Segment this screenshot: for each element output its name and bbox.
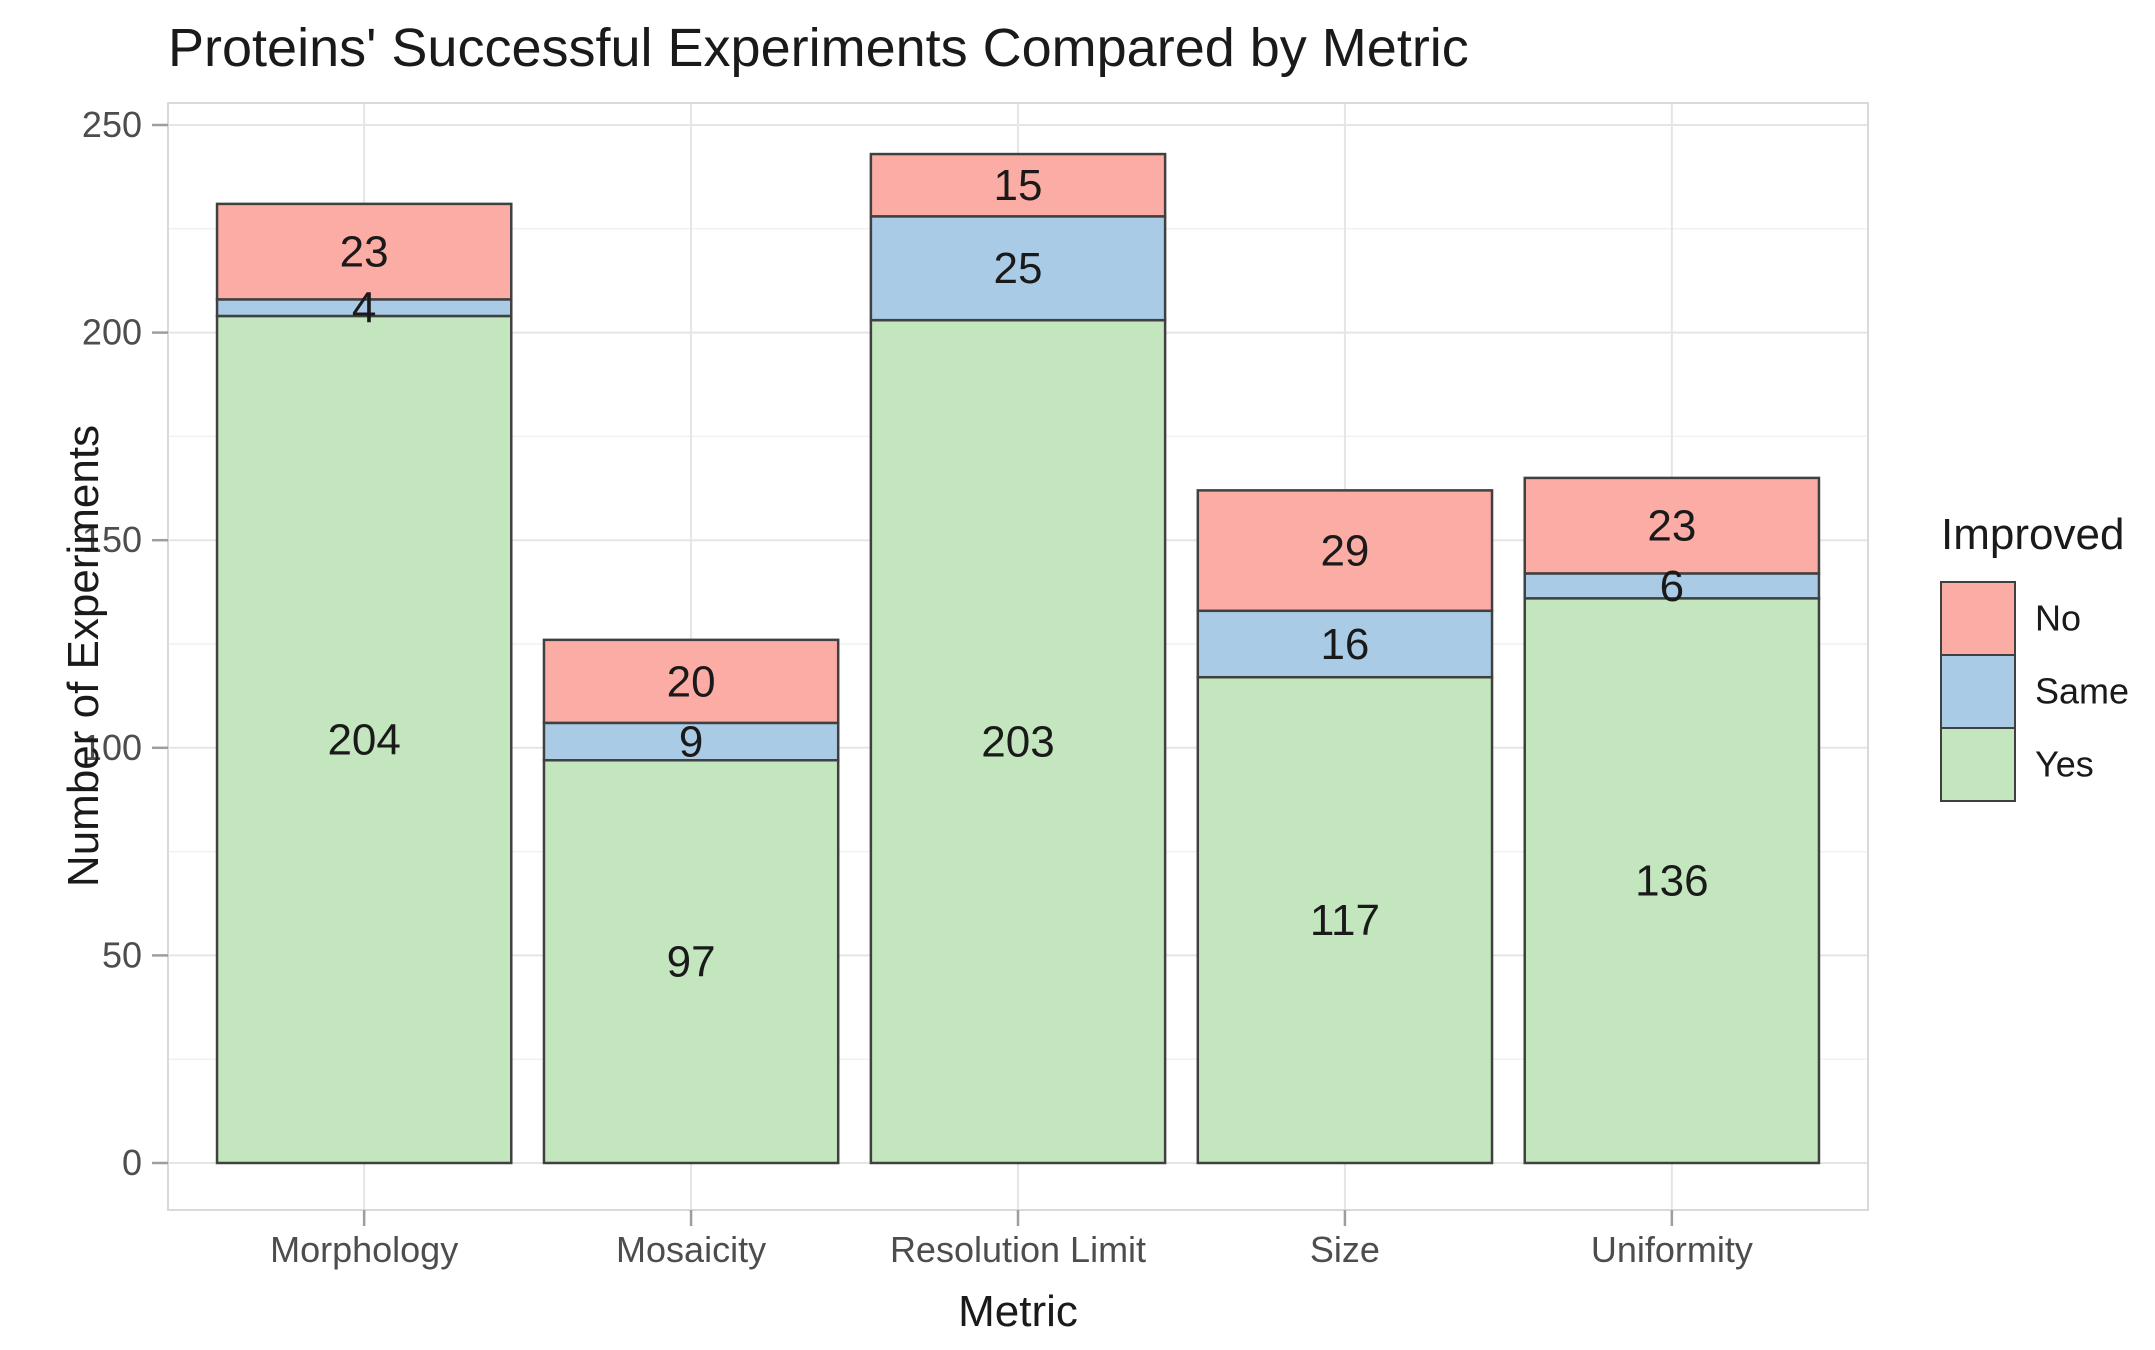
axis-ticks: 0 50 100 150 200 250 Morphology Mosaicity Resolu…: [82, 104, 1753, 1270]
bar-segment-same: [542, 721, 840, 762]
y-tick-label: 100: [82, 727, 142, 768]
bar-value-label: 23: [1647, 502, 1696, 551]
bar-value-label: 16: [1320, 620, 1369, 669]
bar-value-label: 9: [679, 718, 703, 767]
bar-value-label: 204: [327, 715, 400, 764]
legend-key-yes: [1940, 727, 2016, 802]
bar-value-label: 15: [994, 161, 1043, 210]
bar-segment-yes: [215, 314, 513, 1165]
bars: 204 4 23 97 9 20 203 25 15 117 16 29 136 6 23: [215, 152, 1821, 1165]
bar-value-label: 117: [1310, 896, 1380, 945]
y-tick-label: 200: [82, 312, 142, 353]
legend-label: Same: [2035, 671, 2129, 712]
bar-segment-yes: [1196, 675, 1494, 1165]
x-tick-label: Resolution Limit: [890, 1229, 1146, 1270]
x-tick-label: Morphology: [270, 1229, 458, 1270]
bar-value-label: 29: [1320, 527, 1369, 576]
bar-value-label: 25: [994, 244, 1043, 293]
legend-label: Yes: [2035, 744, 2094, 785]
bar-segment-yes: [1523, 597, 1821, 1165]
y-axis-title: Number of Experiments: [59, 425, 108, 887]
bar-segment-no: [215, 202, 513, 301]
x-axis-title: Metric: [958, 1287, 1078, 1336]
chart-title: Proteins' Successful Experiments Compare…: [168, 18, 1469, 78]
bar-value-label: 203: [981, 718, 1054, 767]
legend-key-no: [1940, 581, 2016, 656]
x-tick-label: Mosaicity: [616, 1229, 766, 1270]
legend: Improved No Same Yes: [1940, 510, 2129, 802]
bar-segment-same: [869, 215, 1167, 322]
bar-segment-no: [1523, 476, 1821, 575]
bar-segment-yes: [542, 759, 840, 1165]
x-tick-label: Uniformity: [1591, 1229, 1753, 1270]
bar-segment-no: [1196, 489, 1494, 613]
bar-value-label: 23: [340, 228, 389, 277]
bar-value-label: 4: [352, 284, 376, 333]
y-tick-label: 50: [102, 934, 142, 975]
bar-value-label: 136: [1635, 857, 1708, 906]
y-tick-label: 250: [82, 104, 142, 145]
bar-segment-yes: [869, 318, 1167, 1165]
bar-segment-same: [1196, 609, 1494, 679]
legend-label: No: [2035, 598, 2081, 639]
legend-entries: No Same Yes: [1940, 581, 2129, 802]
x-tick-label: Size: [1310, 1229, 1380, 1270]
legend-key-same: [1940, 654, 2016, 729]
bar-segment-no: [542, 638, 840, 725]
bar-segment-no: [869, 152, 1167, 218]
y-tick-label: 150: [82, 519, 142, 560]
bar-value-label: 6: [1660, 562, 1684, 611]
legend-title: Improved: [1941, 510, 2124, 559]
y-tick-label: 0: [122, 1142, 142, 1183]
bar-value-label: 97: [667, 938, 716, 987]
bar-value-label: 20: [667, 657, 716, 706]
